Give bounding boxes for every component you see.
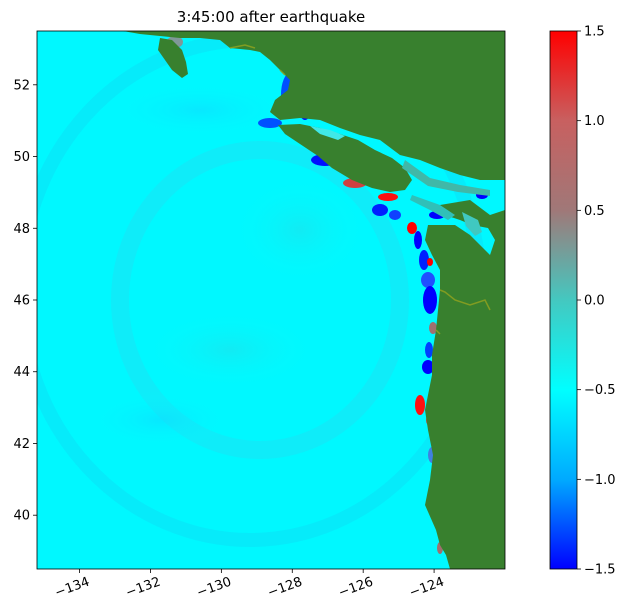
- x-axis: −134 −132 −130 −128 −126 −124: [53, 569, 446, 601]
- wave-patch: [100, 80, 300, 140]
- y-tick-label: 48: [13, 222, 30, 237]
- y-tick-label: 42: [13, 437, 30, 452]
- land-haida-gwaii: [158, 38, 188, 78]
- x-tick-label: −130: [195, 575, 234, 601]
- colorbar-tick-label: 1.5: [584, 25, 605, 40]
- y-tick-label: 44: [13, 365, 30, 380]
- y-tick-label: 46: [13, 294, 30, 309]
- y-tick-label: 40: [13, 509, 30, 524]
- colorbar-tick-label: −1.5: [584, 563, 616, 578]
- x-tick-label: −128: [266, 575, 305, 601]
- y-tick-label: 50: [13, 150, 30, 165]
- land-mainland: [123, 31, 505, 569]
- x-tick-label: −134: [53, 575, 92, 601]
- colorbar-tick-label: −0.5: [584, 383, 616, 398]
- x-tick-label: −126: [337, 575, 376, 601]
- colorbar: −1.5 −1.0 −0.5 0.0 0.5 1.0 1.5: [549, 25, 616, 578]
- coast-fringe: [229, 44, 491, 335]
- colorbar-ticks: −1.5 −1.0 −0.5 0.0 0.5 1.0 1.5: [577, 25, 616, 578]
- y-axis: 40 42 44 46 48 50 52: [13, 78, 37, 524]
- wave-ring: [111, 141, 409, 459]
- colorbar-tick-label: 0.5: [584, 204, 605, 219]
- x-tick-label: −132: [124, 575, 163, 601]
- land-vancouver-island: [278, 124, 412, 192]
- map-axes: [37, 31, 505, 569]
- wave-patch: [80, 390, 240, 450]
- wave-patch: [230, 175, 370, 285]
- colorbar-gradient: [549, 30, 578, 570]
- wave-patch: [140, 310, 320, 390]
- colorbar-tick-label: 0.0: [584, 294, 605, 309]
- land: [123, 31, 505, 569]
- chart-title: 3:45:00 after earthquake: [177, 8, 365, 26]
- colorbar-tick-label: −1.0: [584, 473, 616, 488]
- inland-water: [310, 126, 490, 236]
- colorbar-tick-label: 1.0: [584, 114, 605, 129]
- y-tick-label: 52: [13, 78, 30, 93]
- x-tick-label: −124: [408, 575, 447, 601]
